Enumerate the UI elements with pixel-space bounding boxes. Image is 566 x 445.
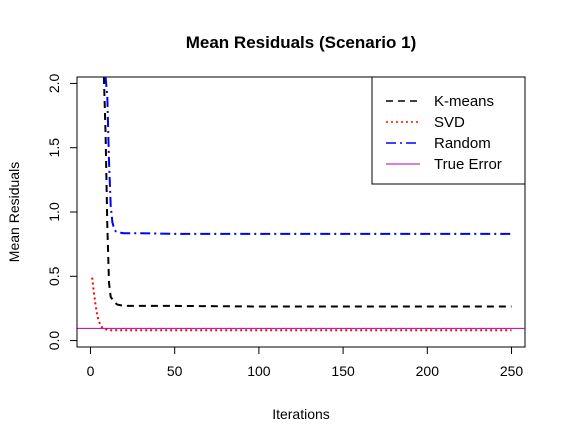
legend-label: SVD bbox=[434, 114, 465, 131]
y-axis: 0.0 0.5 1.0 1.5 2.0 bbox=[46, 73, 78, 351]
legend-label: Random bbox=[434, 135, 491, 152]
series-line-k-means bbox=[102, 77, 512, 308]
y-tick-label: 1.0 bbox=[46, 202, 62, 222]
legend: K-means SVD Random True Error bbox=[371, 76, 526, 185]
x-tick-label: 250 bbox=[500, 363, 524, 379]
y-axis-label: Mean Residuals bbox=[6, 162, 22, 262]
y-tick-label: 0.5 bbox=[46, 266, 62, 286]
y-tick-label: 0.0 bbox=[46, 331, 62, 351]
y-tick-label: 2.0 bbox=[46, 73, 62, 93]
x-axis-label: Iterations bbox=[272, 406, 330, 422]
x-axis: 0 50 100 150 200 250 bbox=[87, 346, 524, 379]
x-tick-label: 150 bbox=[331, 363, 355, 379]
legend-label: True Error bbox=[434, 156, 502, 173]
plot-lines bbox=[77, 77, 525, 332]
x-tick-label: 0 bbox=[87, 363, 95, 379]
x-tick-label: 100 bbox=[247, 363, 271, 379]
legend-box bbox=[371, 76, 526, 185]
y-tick-label: 1.5 bbox=[46, 138, 62, 158]
legend-label: K-means bbox=[434, 93, 494, 110]
series-line-svd bbox=[91, 277, 512, 332]
series-line-random bbox=[104, 77, 512, 235]
chart-title: Mean Residuals (Scenario 1) bbox=[186, 33, 417, 52]
x-tick-label: 200 bbox=[416, 363, 440, 379]
x-tick-label: 50 bbox=[167, 363, 183, 379]
